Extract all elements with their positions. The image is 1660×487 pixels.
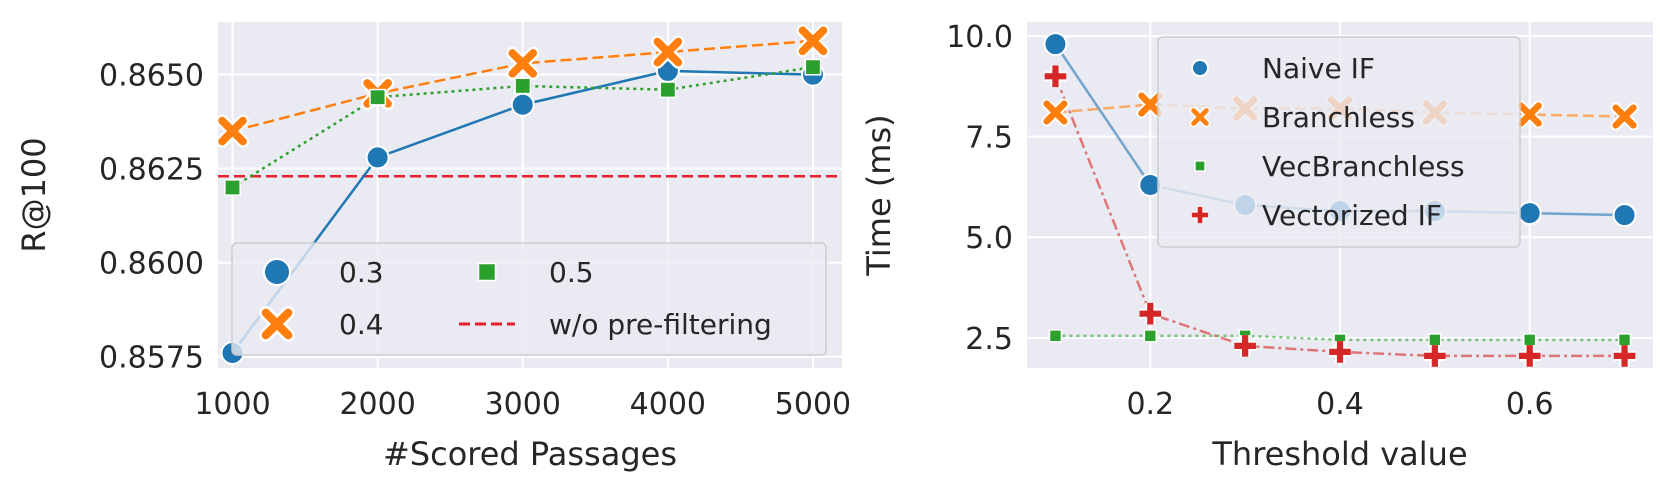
recall-legend-item: 0.5 [477,256,594,289]
recall-data-point [510,92,535,117]
time-data-point [1043,32,1068,57]
time-legend: Naive IF Branchless VecBranchless Vectorize… [1157,36,1521,248]
time-data-point [1143,329,1158,343]
time-legend-marker [1194,160,1206,172]
recall-legend-marker [259,306,295,342]
time-legend-item: Naive IF [1191,52,1375,85]
time-y-tick-label: 10.0 [946,20,1013,55]
recall-x-axis-label: #Scored Passages [383,435,677,473]
time-legend-label: Naive IF [1262,52,1375,85]
recall-chart: 1000 2000 3000 4000 5000 0.8575 0.8600 0.8625 0… [15,22,851,473]
time-legend-marker [1191,59,1209,77]
time-legend-marker [1191,206,1209,224]
time-y-tick-label: 2.5 [965,322,1013,357]
recall-y-axis-label: R@100 [15,137,53,252]
recall-legend-marker [477,262,497,282]
recall-data-point [506,46,540,80]
time-legend-item: VecBranchless [1194,150,1465,183]
time-data-point [1517,201,1542,226]
recall-x-tick-label: 1000 [194,387,270,422]
time-data-point [1136,90,1165,119]
recall-data-point [365,145,390,170]
time-data-point [1428,333,1442,347]
time-data-point [1518,345,1541,367]
time-data-point [1613,345,1636,367]
recall-legend-item: 0.3 [263,256,384,289]
recall-x-tick-label: 5000 [775,387,851,422]
time-data-point [1612,203,1637,228]
recall-x-tick-label: 4000 [630,387,706,422]
time-y-tick-label: 5.0 [965,221,1013,256]
time-data-point [1329,341,1351,363]
time-y-axis-label: Time (ms) [860,114,898,276]
time-data-point [1617,333,1632,347]
time-data-point [1522,333,1537,347]
time-data-point [1234,335,1256,357]
recall-x-tick-label: 3000 [485,387,561,422]
time-data-point [1041,98,1070,127]
time-data-point [1424,345,1446,367]
time-legend-item: Vectorized IF [1191,199,1442,232]
recall-x-tick-label: 2000 [339,387,415,422]
time-x-tick-label: 0.2 [1126,387,1174,422]
time-data-point [1515,100,1544,129]
time-x-tick-label: 0.6 [1506,387,1554,422]
recall-legend: 0.3 0.4 0.5 w/o pre-filtering [231,242,827,356]
recall-legend-item: 0.4 [259,306,384,342]
recall-y-tick-label: 0.8600 [99,247,204,282]
time-legend-item: Branchless [1189,101,1415,134]
recall-data-point [651,35,685,69]
recall-legend-item: w/o pre-filtering [459,308,772,341]
time-legend-marker [1189,106,1211,128]
time-data-point [1610,102,1639,131]
recall-data-point [215,114,250,148]
time-x-tick-label: 0.4 [1316,387,1364,422]
recall-y-tick-label: 0.8575 [99,341,204,376]
time-legend-label: Branchless [1262,101,1415,134]
time-x-axis-label: Threshold value [1211,435,1467,473]
recall-data-point [514,77,532,95]
time-legend-label: VecBranchless [1262,150,1465,183]
time-data-point [1048,329,1063,343]
recall-y-tick-label: 0.8625 [99,153,204,188]
recall-legend-label: 0.5 [549,256,594,289]
recall-data-point [659,81,677,99]
recall-legend-box [231,242,827,356]
recall-legend-marker [263,258,291,286]
recall-data-point [224,179,241,196]
recall-legend-label: 0.4 [339,308,384,341]
recall-data-point [804,58,822,76]
time-data-point [1044,65,1067,88]
time-legend-label: Vectorized IF [1262,199,1442,232]
time-chart: 0.2 0.4 0.6 2.55.07.510.0 Threshold value … [860,20,1653,473]
time-data-point [1139,302,1162,325]
recall-y-tick-label: 0.8650 [99,59,204,94]
time-legend-box [1157,36,1521,248]
time-y-tick-label: 7.5 [965,121,1013,156]
recall-legend-label: 0.3 [339,256,384,289]
recall-data-point [796,24,830,58]
recall-data-point [369,88,387,106]
recall-legend-label: w/o pre-filtering [549,308,772,341]
